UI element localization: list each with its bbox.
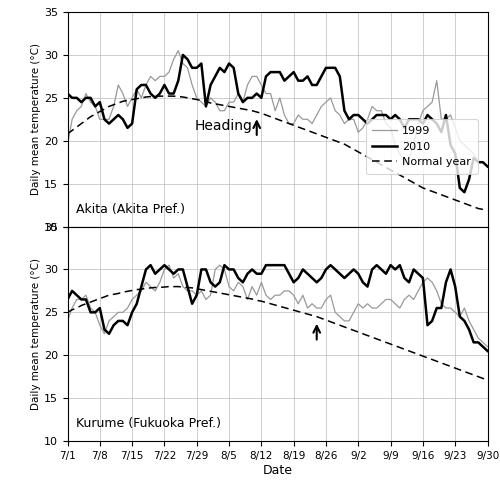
Y-axis label: Daily mean temperature (°C): Daily mean temperature (°C) [31,43,41,195]
Text: Akita (Akita Pref.): Akita (Akita Pref.) [76,203,185,216]
Text: Heading: Heading [194,120,252,134]
Legend: 1999, 2010, Normal year: 1999, 2010, Normal year [366,120,478,174]
Text: Kurume (Fukuoka Pref.): Kurume (Fukuoka Pref.) [76,417,221,430]
X-axis label: Date: Date [262,464,292,477]
Y-axis label: Daily mean temperature (°C): Daily mean temperature (°C) [31,258,41,410]
